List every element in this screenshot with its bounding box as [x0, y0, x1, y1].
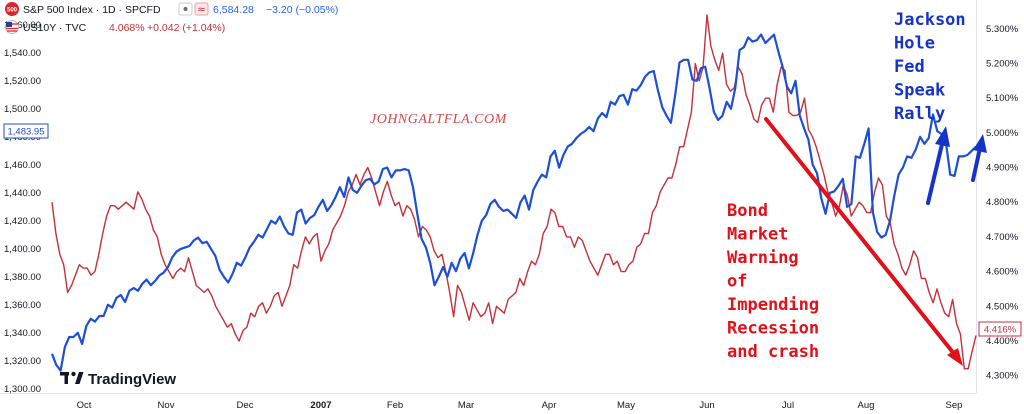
spx-last-value-label: 1,483.95: [3, 123, 49, 139]
left-axis-tick-label: 1,460.00: [4, 160, 41, 171]
spx-legend-value: 6,584.28: [213, 4, 254, 16]
x-axis-tick-label: Mar: [458, 400, 474, 411]
us10y-last-value-label: 4.416%: [978, 321, 1022, 337]
left-axis-tick-label: 1,440.00: [4, 188, 41, 199]
right-axis[interactable]: 5.300% 5.200% 5.100% 5.000% 4.900% 4.800% 4.70…: [986, 24, 1019, 382]
left-axis-tick-label: 1,320.00: [4, 356, 41, 367]
left-axis-tick-label: 1,300.00: [4, 384, 41, 395]
series-line-us10y: [51, 14, 977, 370]
settings-icon[interactable]: [194, 2, 209, 16]
tradingview-logo: TradingView: [60, 371, 176, 388]
left-axis-tick-label: 1,380.00: [4, 272, 41, 283]
flag-canton-icon: [6, 22, 12, 27]
right-axis-tick-label: 4.700%: [986, 232, 1019, 243]
jackson-hole-line: Jackson: [894, 10, 966, 30]
x-axis-tick-label: 2007: [310, 400, 331, 411]
red-arrow: [764, 117, 963, 366]
x-axis-tick-label: Aug: [858, 400, 875, 411]
bond-warning-line: Impending: [727, 295, 819, 315]
x-axis-tick-label: Oct: [77, 400, 92, 411]
left-axis-tick-label: 1,560.00: [4, 20, 41, 31]
right-axis-tick-label: 5.000%: [986, 128, 1019, 139]
spx-legend-change: −3.20 (−0.05%): [266, 4, 338, 16]
right-axis-tick-label: 5.100%: [986, 93, 1019, 104]
x-axis-tick-label: Jul: [782, 400, 794, 411]
bond-warning-line: Market: [727, 225, 788, 245]
spx-badge-icon: [5, 2, 19, 16]
left-axis-tick-label: 1,400.00: [4, 244, 41, 255]
right-axis-tick-label: 5.200%: [986, 59, 1019, 70]
spx-badge-text: 500: [7, 8, 18, 14]
left-axis-tick-label: 1,500.00: [4, 104, 41, 115]
right-axis-tick-label: 5.300%: [986, 24, 1019, 35]
x-axis-tick-label: Feb: [387, 400, 403, 411]
series-line-spx: [50, 33, 977, 372]
right-axis-tick-label: 4.300%: [986, 371, 1019, 382]
bond-warning-line: Warning: [727, 248, 799, 268]
jackson-hole-annotation: Jackson Hole Fed Speak Rally: [894, 10, 966, 124]
legend[interactable]: 500 S&P 500 Index · 1D · SPCFD ≈ 6,584.2…: [5, 2, 338, 34]
x-axis-tick-label: Jun: [699, 400, 714, 411]
bond-warning-annotation: Bond Market Warning of Impending Recession and…: [727, 201, 819, 362]
right-axis-tick-label: 4.800%: [986, 197, 1019, 208]
left-axis-tick-label: 1,520.00: [4, 76, 41, 87]
jackson-hole-line: Rally: [894, 104, 945, 124]
legend-spx[interactable]: 500 S&P 500 Index · 1D · SPCFD ≈ 6,584.2…: [5, 2, 338, 16]
left-axis-tick-label: 1,340.00: [4, 328, 41, 339]
left-axis[interactable]: 1,560.001,540.001,520.001,500.001,480.00…: [4, 20, 41, 395]
right-axis-tick-label: 4.600%: [986, 267, 1019, 278]
us10y-legend-value: 4.068%: [109, 22, 145, 34]
right-axis-tick-label: 4.400%: [986, 336, 1019, 347]
tradingview-logo-text: TradingView: [88, 371, 176, 388]
left-axis-tick-label: 1,420.00: [4, 216, 41, 227]
bond-warning-line: Bond: [727, 201, 768, 221]
jackson-hole-line: Fed: [894, 57, 925, 77]
x-axis[interactable]: Oct Nov Dec 2007 Feb Mar Apr May Jun Jul Aug Sep: [77, 400, 963, 411]
left-axis-tick-label: 1,360.00: [4, 300, 41, 311]
us10y-last-value-text: 4.416%: [984, 325, 1017, 336]
blue-arrow-2: [971, 134, 987, 182]
x-axis-tick-label: May: [617, 400, 635, 411]
left-axis-tick-label: 1,540.00: [4, 48, 41, 59]
legend-us10y[interactable]: US10Y · TVC 4.068% +0.042 (+1.04%): [5, 20, 226, 35]
tradingview-logo-icon: [60, 371, 84, 384]
spx-last-value-text: 1,483.95: [8, 127, 45, 138]
x-axis-tick-label: Sep: [946, 400, 963, 411]
x-axis-tick-label: Apr: [542, 400, 557, 411]
us10y-legend-name: US10Y · TVC: [23, 22, 87, 34]
x-axis-tick-label: Nov: [158, 400, 175, 411]
eye-pupil-icon: [183, 7, 188, 11]
bond-warning-line: and crash: [727, 342, 819, 362]
spx-legend-name: S&P 500 Index · 1D · SPCFD: [23, 4, 161, 16]
x-axis-tick-label: Dec: [237, 400, 254, 411]
right-axis-tick-label: 4.500%: [986, 301, 1019, 312]
bond-warning-line: of: [727, 272, 747, 292]
right-axis-tick-label: 4.900%: [986, 163, 1019, 174]
approx-icon: ≈: [197, 5, 205, 16]
watermark-text: JOHNGALTFLA.COM: [370, 112, 508, 127]
blue-arrow-1: [926, 126, 950, 205]
bond-warning-line: Recession: [727, 319, 819, 339]
jackson-hole-line: Hole: [894, 34, 935, 54]
jackson-hole-line: Speak: [894, 81, 945, 101]
us10y-legend-change: +0.042 (+1.04%): [147, 22, 225, 34]
